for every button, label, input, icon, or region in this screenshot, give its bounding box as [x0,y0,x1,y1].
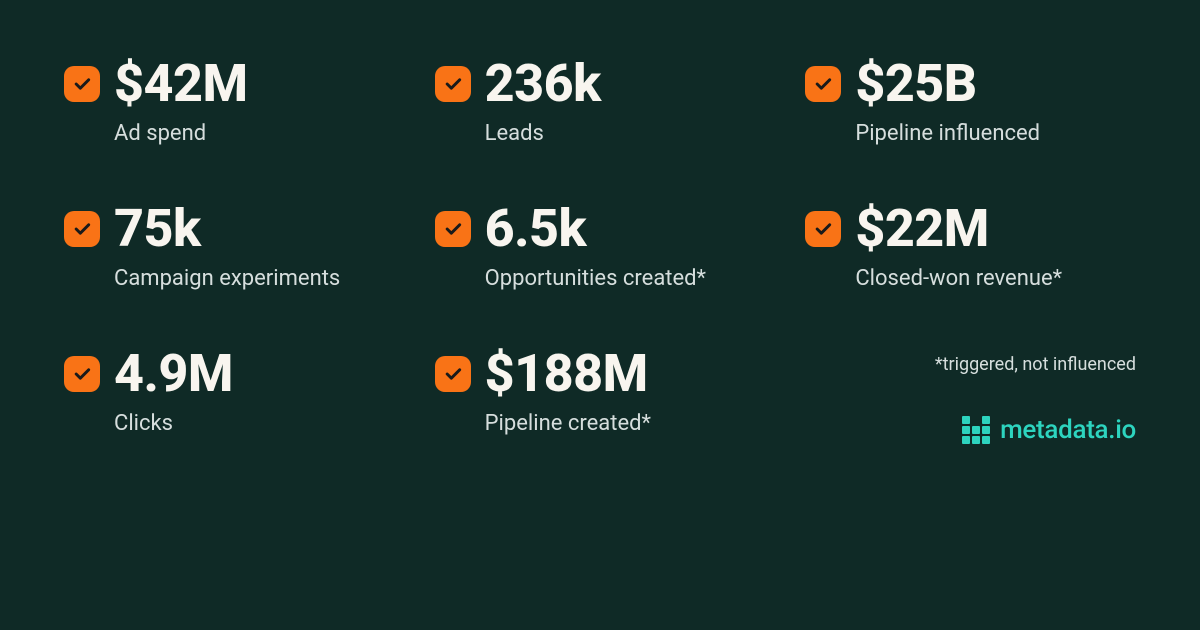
stat-header: 75k [64,203,395,255]
stat-item: 4.9M Clicks [64,348,395,445]
stat-item: 236k Leads [435,58,766,155]
stat-item: 75k Campaign experiments [64,203,395,300]
check-icon [64,356,100,392]
stat-value: $25B [855,58,976,110]
footnote-text: *triggered, not influenced [935,354,1136,375]
stat-label: Ad spend [114,120,395,148]
stat-value: $42M [114,58,248,110]
check-icon [805,211,841,247]
stat-label: Campaign experiments [114,265,395,293]
stat-item: 6.5k Opportunities created* [435,203,766,300]
check-icon [435,211,471,247]
stat-header: 236k [435,58,766,110]
stat-label: Pipeline influenced [855,120,1136,148]
stat-item: $25B Pipeline influenced [805,58,1136,155]
stat-header: 4.9M [64,348,395,400]
stat-value: 236k [485,58,601,110]
stat-label: Clicks [114,410,395,438]
stat-label: Opportunities created* [485,265,766,293]
check-icon [64,211,100,247]
stat-value: 4.9M [114,348,233,400]
stat-item: $22M Closed-won revenue* [805,203,1136,300]
check-icon [64,66,100,102]
stat-label: Closed-won revenue* [855,265,1136,293]
stat-label: Pipeline created* [485,410,766,438]
stat-label: Leads [485,120,766,148]
check-icon [435,356,471,392]
brand-logo: metadata.io [962,415,1136,445]
stat-item: $188M Pipeline created* [435,348,766,445]
stat-value: $22M [855,203,989,255]
stat-header: 6.5k [435,203,766,255]
stat-value: 6.5k [485,203,587,255]
stat-item: $42M Ad spend [64,58,395,155]
check-icon [435,66,471,102]
stat-value: $188M [485,348,648,400]
stats-grid: $42M Ad spend 236k Leads $25B Pipeline i… [64,58,1136,445]
stat-value: 75k [114,203,201,255]
stat-header: $25B [805,58,1136,110]
stat-header: $42M [64,58,395,110]
brand-name: metadata.io [1000,415,1136,445]
footer-cell: *triggered, not influenced metadata.io [805,348,1136,445]
stat-header: $22M [805,203,1136,255]
brand-icon [962,416,990,444]
stat-header: $188M [435,348,766,400]
check-icon [805,66,841,102]
